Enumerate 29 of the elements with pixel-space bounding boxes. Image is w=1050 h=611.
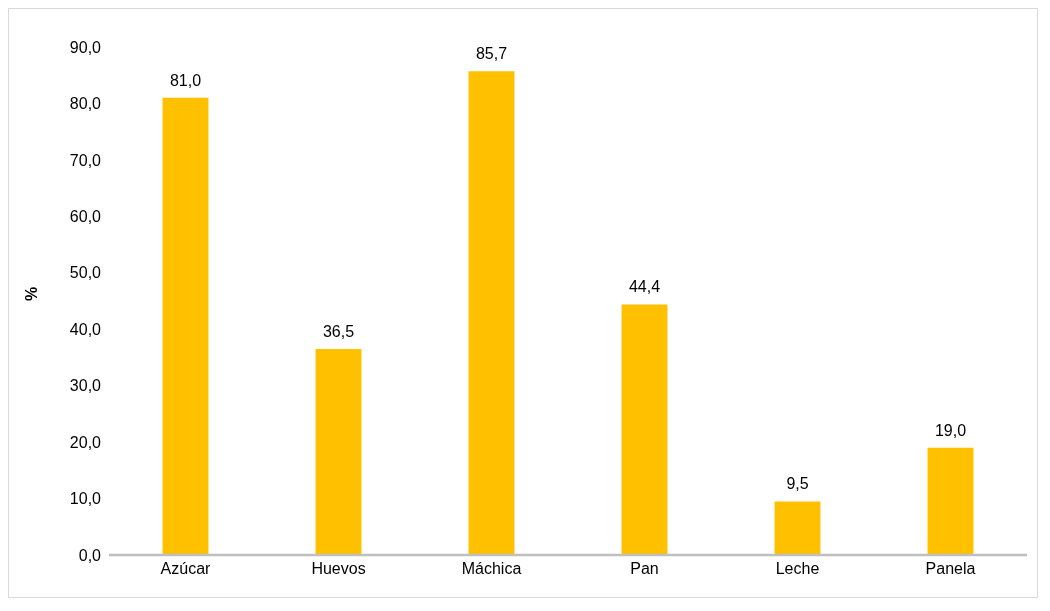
bar: [927, 447, 974, 555]
y-tick-label: 20,0: [69, 433, 102, 451]
bar: [621, 304, 668, 555]
data-label: 19,0: [934, 421, 967, 439]
y-tick-label: 80,0: [69, 95, 102, 113]
bar: [315, 348, 362, 555]
y-tick-label: 50,0: [69, 264, 102, 282]
bar: [774, 501, 821, 555]
x-tick-label: Leche: [775, 560, 820, 578]
x-tick-label: Azúcar: [160, 560, 212, 578]
data-label: 44,4: [628, 278, 661, 296]
x-tick-label: Huevos: [311, 560, 366, 578]
bar: [468, 71, 515, 555]
x-tick-label: Panela: [925, 560, 976, 578]
x-tick-label: Máchica: [461, 560, 522, 578]
data-label: 9,5: [786, 475, 809, 493]
y-axis-title: %: [22, 286, 40, 301]
y-tick-label: 60,0: [69, 208, 102, 226]
y-tick-label: 40,0: [69, 320, 102, 338]
data-label: 85,7: [475, 45, 508, 63]
x-tick-label: Pan: [630, 560, 659, 578]
y-tick-label: 90,0: [69, 38, 102, 56]
data-label: 36,5: [322, 322, 355, 340]
y-tick-label: 70,0: [69, 151, 102, 169]
y-tick-label: 30,0: [69, 377, 102, 395]
data-label: 81,0: [169, 71, 202, 89]
bar: [162, 97, 209, 555]
y-tick-label: 0,0: [78, 546, 102, 564]
y-tick-label: 10,0: [69, 490, 102, 508]
